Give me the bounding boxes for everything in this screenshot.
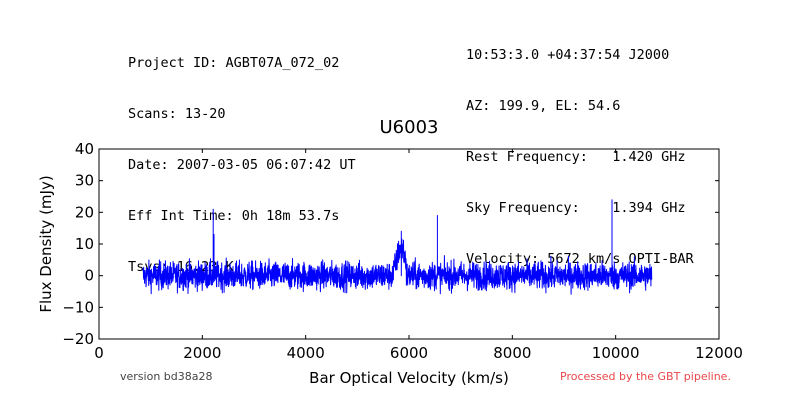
y-tick-label: −10	[62, 298, 94, 316]
x-axis-label: Bar Optical Velocity (km/s)	[309, 369, 509, 387]
date-line: Date: 2007-03-05 06:07:42 UT	[128, 157, 356, 173]
velocity-line: Velocity: 5672 km/s OPTI-BAR	[466, 251, 694, 267]
plot-area: 0 2000 4000 6000 8000 10000 12000 −20 −10 0 10 20 30…	[62, 140, 743, 362]
scans-line: Scans: 13-20	[128, 106, 226, 122]
y-axis-label: Flux Density (mJy)	[37, 175, 55, 312]
y-tick-label: 0	[84, 267, 94, 285]
sky-frequency-line: Sky Frequency: 1.394 GHz	[466, 200, 686, 216]
az-el-line: AZ: 199.9, EL: 54.6	[466, 98, 621, 114]
spectrum-line	[142, 199, 653, 295]
chart-title: U6003	[380, 117, 439, 138]
x-tick-label: 6000	[390, 344, 428, 362]
x-tick-label: 4000	[287, 344, 325, 362]
x-tick-label: 8000	[493, 344, 531, 362]
y-tick-label: 30	[75, 172, 94, 190]
x-tick-label: 10000	[592, 344, 640, 362]
project-id-line: Project ID: AGBT07A_072_02	[128, 55, 340, 71]
plot-frame	[98, 148, 720, 340]
rest-frequency-line: Rest Frequency: 1.420 GHz	[466, 149, 686, 165]
eff-int-time-line: Eff Int Time: 0h 18m 53.7s	[128, 208, 340, 224]
header-right-block: 10:53:3.0 +04:37:54 J2000 AZ: 199.9, EL:…	[466, 13, 694, 285]
y-tick-label: 10	[75, 235, 94, 253]
header-left-block: Project ID: AGBT07A_072_02 Scans: 13-20 …	[128, 21, 356, 293]
version-label: version bd38a28	[120, 370, 213, 383]
x-tick-label: 12000	[695, 344, 743, 362]
y-tick-label: −20	[62, 330, 94, 348]
coordinates-line: 10:53:3.0 +04:37:54 J2000	[466, 47, 670, 63]
x-tick-label: 2000	[183, 344, 221, 362]
pipeline-credit: Processed by the GBT pipeline.	[560, 370, 731, 383]
y-tick-label: 20	[75, 203, 94, 221]
y-tick-label: 40	[75, 140, 94, 158]
x-tick-label: 0	[94, 344, 104, 362]
